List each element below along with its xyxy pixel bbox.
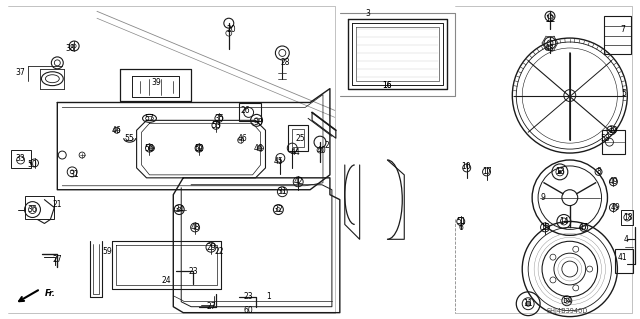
Text: 42: 42 [293,177,303,186]
Text: Fr.: Fr. [44,289,55,298]
Text: 51: 51 [456,217,465,226]
Text: 58: 58 [601,134,611,143]
Bar [616,249,633,273]
Bar [621,210,633,226]
Text: 13: 13 [555,167,564,176]
Text: 49: 49 [611,203,620,212]
Bar [239,103,260,121]
Bar [24,196,54,219]
Text: 10: 10 [461,162,470,171]
Text: 27: 27 [52,255,62,263]
Text: 5: 5 [621,89,626,98]
Text: 6: 6 [458,223,463,232]
Text: 24: 24 [161,277,171,286]
Text: 32: 32 [273,205,283,214]
Text: 9: 9 [541,193,545,202]
Text: 37: 37 [16,68,26,77]
Bar [604,16,631,54]
Text: 34: 34 [174,205,184,214]
Text: 22: 22 [214,247,223,256]
Bar [288,125,308,151]
Text: 45: 45 [273,158,284,167]
Text: 23: 23 [244,292,253,301]
Text: 46: 46 [253,144,264,152]
Text: 14: 14 [559,217,569,226]
Text: 38: 38 [65,44,75,54]
Text: 21: 21 [52,200,62,209]
Text: 35: 35 [214,114,224,123]
Text: 59: 59 [102,247,112,256]
Text: 4: 4 [624,235,628,244]
Text: 2: 2 [324,141,330,150]
Text: 17: 17 [482,167,492,176]
Bar [11,150,31,168]
Text: 44: 44 [291,148,300,157]
Text: 50: 50 [28,160,37,169]
Text: SHJ4B3940D: SHJ4B3940D [547,308,588,314]
Text: 56: 56 [145,144,154,152]
Text: 26: 26 [241,106,250,115]
Circle shape [525,301,531,306]
Text: 31: 31 [278,187,287,196]
Circle shape [559,170,561,174]
Text: 57: 57 [145,114,154,123]
Text: 16: 16 [383,81,392,90]
Text: 29: 29 [206,243,216,252]
Text: 33: 33 [16,153,26,162]
Text: 8: 8 [596,167,601,176]
Text: 15: 15 [540,223,550,232]
Text: 11: 11 [524,299,533,308]
Text: 7: 7 [620,25,625,33]
Text: 40: 40 [317,145,327,155]
Text: 18: 18 [623,213,633,222]
Text: 25: 25 [296,134,305,143]
Text: 46: 46 [112,126,122,135]
Text: 12: 12 [545,15,555,24]
Text: 19: 19 [609,126,618,135]
Text: 39: 39 [152,78,161,87]
Text: 27: 27 [206,302,216,311]
Text: 43: 43 [545,44,555,54]
Text: 53: 53 [211,121,221,130]
Text: 41: 41 [618,253,627,262]
Bar [292,129,304,147]
Text: 47: 47 [579,223,589,232]
Text: 30: 30 [253,118,264,127]
Text: 16: 16 [383,81,392,90]
Text: 20: 20 [227,25,237,33]
Text: 36: 36 [28,205,37,214]
Text: 54: 54 [562,296,572,305]
Text: 31: 31 [69,170,79,179]
Text: 55: 55 [125,134,134,143]
Bar [602,130,625,154]
Text: 23: 23 [188,266,198,276]
Text: 60: 60 [244,306,253,315]
Text: 49: 49 [609,177,618,186]
Text: 48: 48 [190,223,200,232]
Text: 3: 3 [365,9,370,18]
Text: 46: 46 [238,134,248,143]
Text: 1: 1 [266,292,271,301]
Text: 28: 28 [280,58,290,67]
Text: 52: 52 [195,144,204,152]
